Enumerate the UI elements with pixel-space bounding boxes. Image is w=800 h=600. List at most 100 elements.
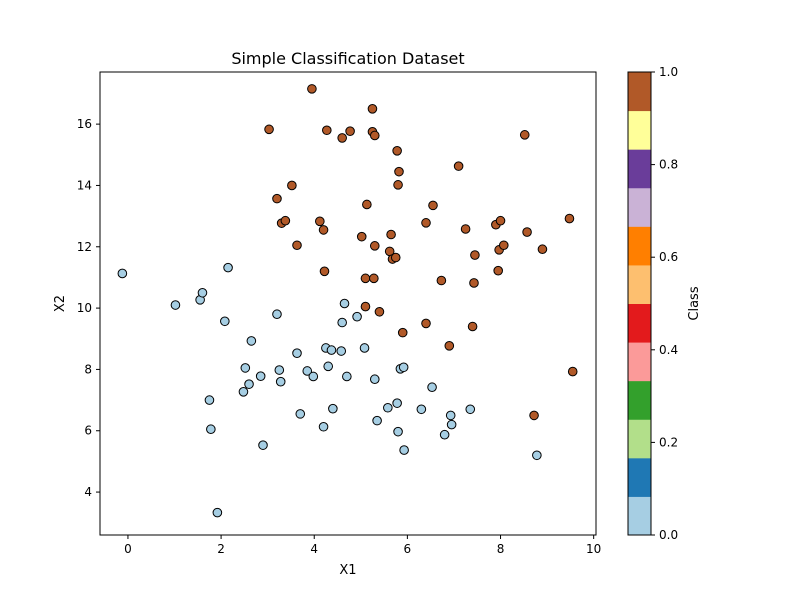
scatter-point-class-0	[170, 300, 181, 310]
scatter-point-class-0	[246, 336, 257, 346]
x-tick-label: 2	[217, 542, 225, 556]
scatter-point-class-0	[323, 361, 334, 372]
scatter-point-class-0	[258, 440, 268, 450]
scatter-point-class-0	[336, 346, 347, 356]
scatter-point-class-0	[372, 415, 382, 426]
scatter-point-class-0	[308, 371, 319, 382]
scatter-point-class-1	[393, 180, 403, 190]
scatter-point-class-1	[319, 266, 330, 277]
scatter-point-class-0	[369, 374, 380, 385]
scatter-point-class-1	[315, 216, 325, 227]
x-tick-label: 0	[124, 542, 132, 556]
x-axis-label: X1	[339, 563, 356, 578]
colorbar-tick-label: 0.2	[659, 435, 678, 449]
scatter-point-class-0	[302, 366, 313, 376]
scatter-point-class-1	[453, 161, 464, 171]
scatter-point-class-0	[337, 317, 347, 328]
scatter-point-class-0	[393, 426, 403, 437]
scatter-point-class-0	[240, 363, 251, 373]
colorbar-frame	[627, 71, 652, 536]
plot-frame	[99, 71, 597, 536]
scatter-point-class-1	[318, 225, 329, 235]
scatter-point-class-1	[537, 244, 548, 255]
scatter-point-class-0	[416, 404, 427, 415]
scatter-point-class-1	[369, 273, 379, 284]
scatter-point-class-1	[345, 126, 355, 136]
scatter-point-class-0	[398, 362, 409, 373]
scatter-point-class-0	[326, 345, 337, 355]
scatter-point-class-0	[255, 371, 266, 381]
scatter-point-class-0	[220, 316, 230, 327]
scatter-point-class-1	[564, 213, 575, 224]
x-tick-label: 4	[310, 542, 318, 556]
scatter-point-class-0	[446, 419, 457, 430]
scatter-point-class-0	[392, 398, 402, 408]
colorbar-segment	[628, 496, 651, 536]
scatter-point-class-1	[360, 301, 371, 312]
scatter-points	[117, 84, 578, 518]
y-tick-label: 6	[84, 424, 92, 438]
scatter-point-class-0	[272, 309, 282, 320]
colorbar-segment	[628, 419, 651, 459]
scatter-point-class-1	[292, 240, 302, 251]
y-axis-ticks: 4 6 8 10 12 14 16	[77, 117, 100, 499]
scatter-point-class-1	[272, 193, 282, 204]
scatter-point-class-1	[367, 103, 378, 114]
scatter-point-class-1	[307, 84, 317, 94]
scatter-point-class-1	[428, 200, 438, 211]
scatter-point-class-0	[399, 445, 409, 455]
scatter-point-class-1	[390, 252, 401, 263]
scatter-point-class-0	[318, 421, 329, 432]
colorbar-tick-label: 0.0	[659, 528, 678, 542]
scatter-point-class-0	[445, 410, 456, 421]
scatter-point-class-1	[337, 133, 347, 143]
scatter-point-class-1	[280, 215, 291, 226]
x-tick-label: 8	[497, 542, 505, 556]
y-tick-label: 8	[84, 362, 92, 376]
scatter-point-class-1	[360, 273, 371, 284]
y-tick-label: 10	[77, 301, 92, 315]
scatter-point-class-0	[244, 379, 254, 389]
colorbar-segment	[628, 457, 651, 497]
scatter-point-class-1	[374, 306, 385, 317]
scatter-point-class-0	[295, 409, 306, 419]
scatter-point-class-1	[394, 166, 404, 177]
x-tick-label: 10	[586, 542, 601, 556]
scatter-point-class-1	[519, 130, 530, 140]
scatter-point-class-1	[467, 321, 478, 332]
scatter-point-class-1	[498, 240, 509, 251]
colorbar-segment	[628, 226, 651, 266]
scatter-point-class-0	[238, 387, 249, 397]
scatter-point-class-1	[460, 224, 471, 234]
chart-title: Simple Classification Dataset	[231, 49, 464, 68]
colorbar-segment	[628, 187, 651, 227]
scatter-point-class-1	[567, 366, 578, 377]
scatter-point-class-0	[342, 371, 352, 382]
scatter-point-class-0	[204, 395, 215, 405]
colorbar-segments	[628, 72, 651, 536]
scatter-point-class-1	[362, 199, 372, 210]
scatter-point-class-1	[386, 229, 396, 240]
scatter-point-class-1	[436, 275, 447, 286]
scatter-point-class-1	[495, 215, 506, 226]
colorbar-segment	[628, 380, 651, 420]
colorbar-segment	[628, 110, 651, 150]
scatter-point-class-1	[287, 180, 297, 191]
scatter-point-class-0	[292, 348, 302, 358]
scatter-point-class-1	[522, 227, 532, 237]
plot-axes: 0 2 4 6 8 10 4 6 8 10 12 14 16	[77, 71, 601, 556]
y-tick-label: 16	[77, 117, 92, 131]
scatter-point-class-0	[439, 429, 450, 440]
scatter-point-class-1	[470, 250, 480, 260]
scatter-point-class-1	[444, 341, 455, 351]
scatter-point-class-1	[264, 124, 274, 135]
scatter-point-class-0	[223, 262, 233, 273]
scatter-point-class-0	[359, 343, 370, 353]
scatter-point-class-0	[197, 287, 208, 298]
colorbar-segment	[628, 72, 651, 112]
y-tick-label: 12	[77, 240, 92, 254]
scatter-point-class-0	[328, 403, 338, 414]
scatter-point-class-1	[369, 130, 380, 141]
colorbar-tick-label: 0.6	[659, 250, 678, 264]
